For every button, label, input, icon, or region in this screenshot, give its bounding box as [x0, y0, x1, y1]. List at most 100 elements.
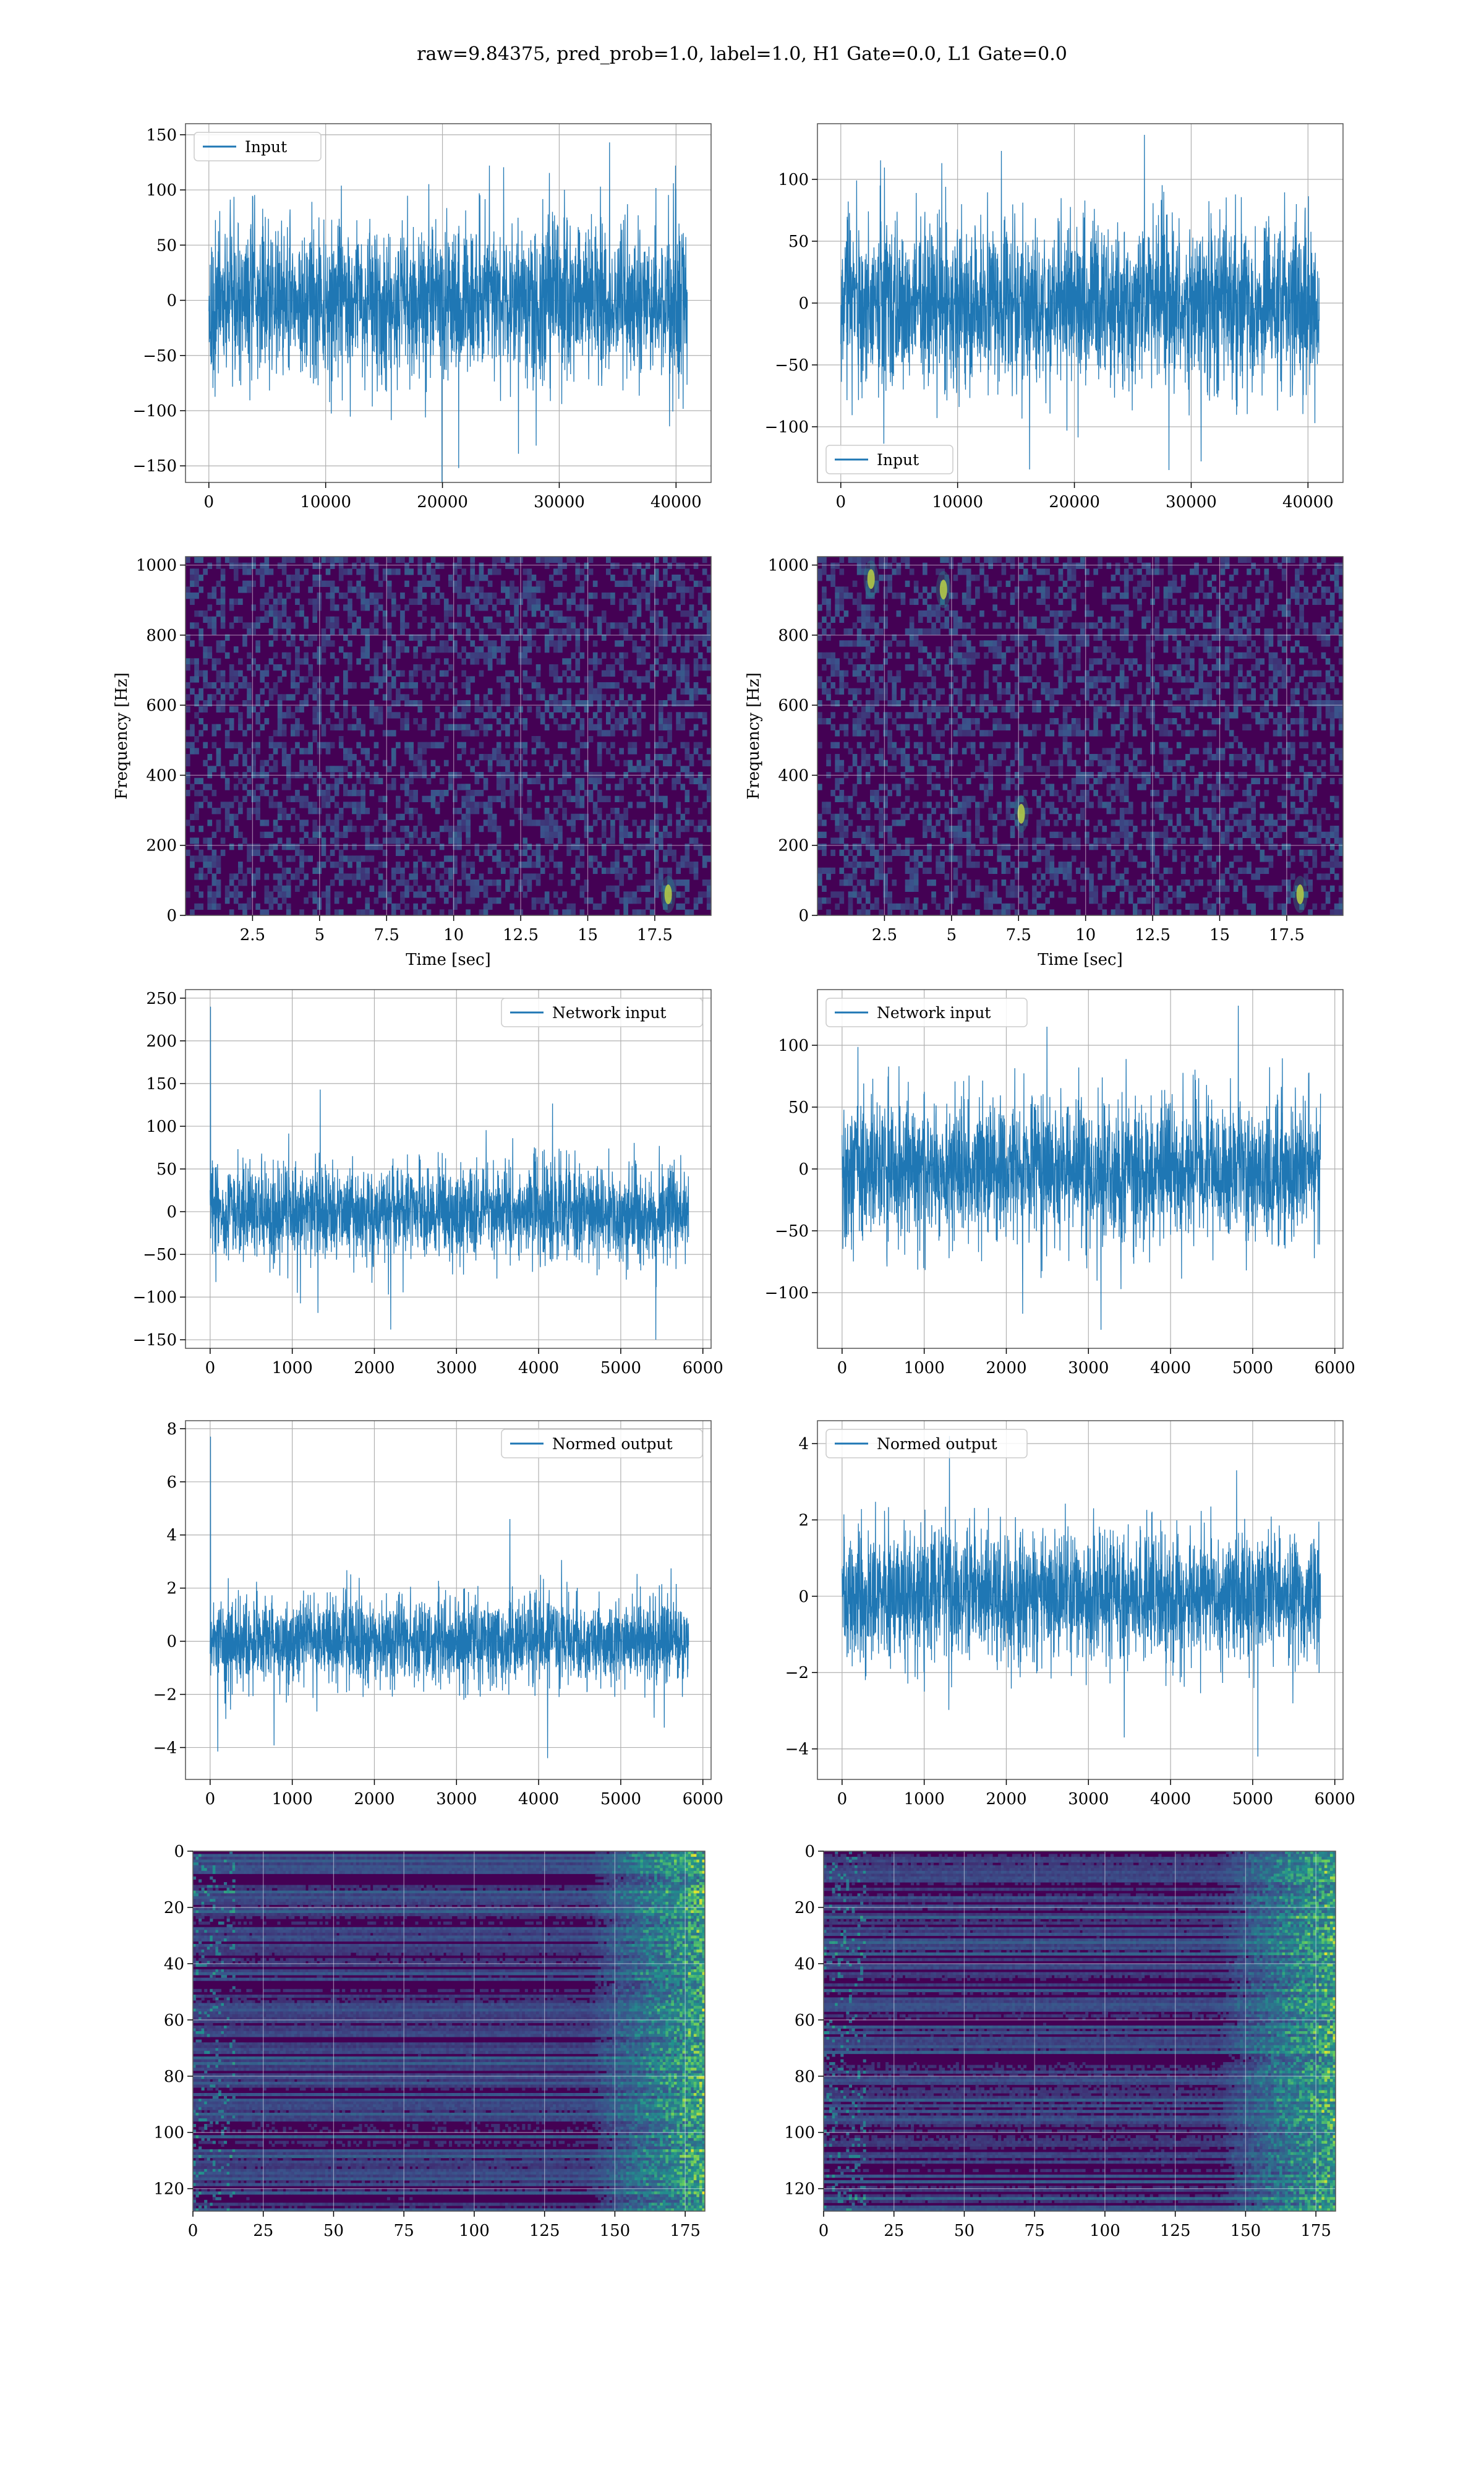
x-tick-label: 3000 [1068, 1359, 1109, 1377]
legend-box [194, 132, 322, 161]
x-tick-label: 4000 [1150, 1359, 1191, 1377]
hotspot [939, 580, 947, 600]
hotspot [664, 884, 672, 905]
chart-normed-h1: Normed output 0 1000 2000 3000 4000 5000 6000 −4… [153, 1420, 723, 1808]
signal-trace [210, 1436, 689, 1758]
y-tick-label: −100 [133, 402, 177, 421]
x-tick-label: 17.5 [637, 926, 673, 944]
axes-frame [817, 556, 1344, 916]
x-tick-label: 0 [205, 1790, 216, 1808]
hotspot-halo [863, 560, 879, 598]
x-tick-label: 4000 [518, 1359, 559, 1377]
x-tick-label: 20000 [417, 493, 468, 511]
legend-label: Network input [877, 1004, 991, 1022]
y-tick-label: 100 [778, 1037, 809, 1055]
y-tick-label: 800 [778, 627, 809, 645]
x-tick-label: 1000 [272, 1359, 313, 1377]
plot-area [186, 1421, 711, 1779]
y-tick-label: 4 [798, 1435, 809, 1453]
y-tick-label: −150 [133, 457, 177, 476]
y-tick-label: 250 [146, 990, 177, 1008]
y-axis-label: Frequency [Hz] [744, 672, 763, 800]
y-tick-label: 2 [166, 1580, 177, 1598]
x-tick-label: 125 [529, 2222, 560, 2240]
x-tick-label: 2.5 [240, 926, 265, 944]
y-tick-label: −2 [153, 1686, 177, 1705]
legend: Network input [501, 998, 703, 1027]
signal-trace [210, 1006, 689, 1340]
x-tick-label: 2000 [986, 1359, 1026, 1377]
x-tick-label: 25 [884, 2222, 904, 2240]
y-tick-label: 200 [778, 837, 809, 855]
y-tick-label: −100 [765, 418, 809, 437]
y-tick-label: 600 [778, 696, 809, 715]
y-tick-label: 400 [146, 766, 177, 785]
x-tick-label: 6000 [683, 1790, 723, 1808]
y-tick-label: −50 [143, 1246, 177, 1264]
y-tick-label: −50 [775, 356, 809, 375]
signal-trace [208, 142, 688, 482]
y-axis-label: Frequency [Hz] [113, 672, 131, 800]
chart-normed-l1: Normed output 0 1000 2000 3000 4000 5000 6000 −4… [785, 1420, 1355, 1808]
x-tick-label: 6000 [1315, 1359, 1355, 1377]
y-tick-label: −50 [775, 1222, 809, 1241]
y-tick-label: 1000 [136, 557, 177, 575]
plot-area [817, 124, 1343, 482]
legend-label: Network input [552, 1004, 666, 1022]
heatmap-cells [817, 557, 1343, 915]
y-tick-label: 600 [146, 696, 177, 715]
y-tick-label: 80 [164, 2068, 184, 2086]
y-tick-label: −100 [133, 1288, 177, 1307]
y-tick-label: 200 [146, 1032, 177, 1051]
y-tick-label: 100 [146, 1118, 177, 1136]
x-tick-label: 150 [1230, 2222, 1261, 2240]
legend-label: Normed output [877, 1435, 997, 1453]
plot-area [186, 990, 711, 1348]
axes-frame [185, 123, 712, 483]
x-tick-label: 4000 [1150, 1790, 1191, 1808]
x-tick-label: 150 [600, 2222, 631, 2240]
y-tick-label: 150 [146, 126, 177, 145]
y-tick-label: 60 [164, 2011, 184, 2030]
legend: Input [825, 445, 953, 474]
y-tick-label: −150 [133, 1331, 177, 1350]
x-tick-label: 4000 [518, 1790, 559, 1808]
x-tick-label: 75 [394, 2222, 414, 2240]
x-tick-label: 5000 [600, 1359, 641, 1377]
x-tick-label: 50 [954, 2222, 974, 2240]
x-tick-label: 0 [837, 1359, 848, 1377]
y-tick-label: 400 [778, 766, 809, 785]
axes-frame [185, 556, 712, 916]
y-tick-label: 100 [784, 2124, 815, 2142]
chart-input-h1: Input 0 10000 20000 30000 40000 −150 −100 −50 0 50… [133, 123, 712, 511]
x-tick-label: 2000 [986, 1790, 1026, 1808]
x-tick-label: 10 [443, 926, 464, 944]
x-axis-label: Time [sec] [1038, 951, 1123, 969]
legend-label: Input [877, 451, 919, 469]
y-tick-label: 4 [166, 1526, 177, 1545]
x-axis-label: Time [sec] [406, 951, 491, 969]
y-tick-label: −2 [785, 1664, 809, 1682]
y-tick-label: 0 [798, 907, 809, 925]
x-tick-label: 10000 [932, 493, 983, 511]
hotspot-halo [660, 876, 676, 914]
x-tick-label: 3000 [436, 1790, 477, 1808]
x-tick-label: 5 [315, 926, 325, 944]
x-tick-label: 5000 [600, 1790, 641, 1808]
x-tick-label: 1000 [904, 1790, 945, 1808]
signal-trace [842, 1005, 1321, 1330]
plot-area [186, 124, 711, 482]
y-tick-label: 0 [166, 1203, 177, 1222]
axes-frame [817, 1420, 1344, 1780]
chart-input-l1: Input 0 10000 20000 30000 40000 −100 −50 0 50 100 [765, 123, 1344, 511]
y-tick-label: 80 [795, 2068, 815, 2086]
y-tick-label: 0 [166, 907, 177, 925]
y-tick-label: 100 [146, 181, 177, 200]
legend: Input [194, 132, 322, 161]
y-tick-label: −4 [153, 1739, 177, 1757]
y-tick-label: 0 [798, 1588, 809, 1606]
x-tick-label: 175 [670, 2222, 701, 2240]
x-tick-label: 15 [578, 926, 598, 944]
